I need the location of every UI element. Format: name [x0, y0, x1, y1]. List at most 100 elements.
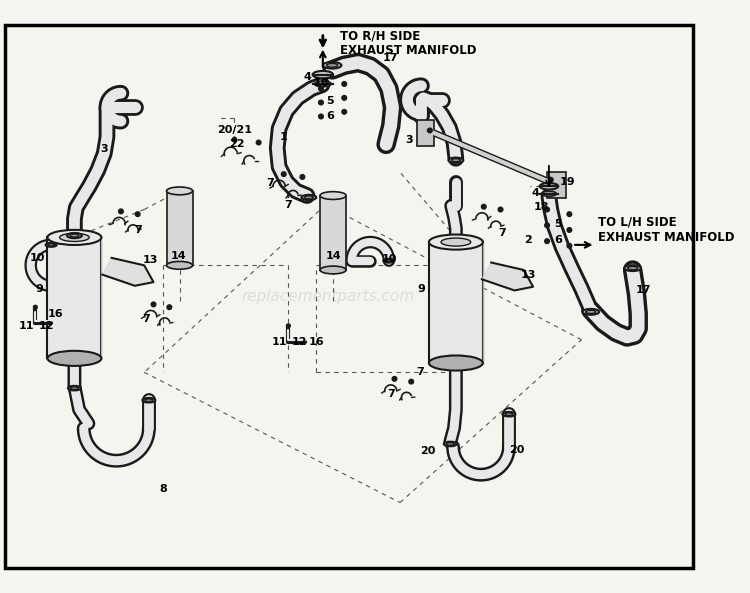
Ellipse shape: [446, 442, 454, 445]
Ellipse shape: [429, 355, 483, 371]
Text: 3: 3: [100, 144, 108, 154]
Text: 7: 7: [142, 314, 150, 324]
Text: 3: 3: [406, 135, 413, 145]
Bar: [166, 191, 193, 265]
Circle shape: [392, 377, 397, 381]
Ellipse shape: [314, 81, 332, 87]
Circle shape: [482, 205, 486, 209]
Ellipse shape: [503, 412, 515, 416]
Text: 14: 14: [326, 251, 341, 261]
Ellipse shape: [320, 192, 346, 199]
Bar: [417, 120, 434, 146]
Ellipse shape: [47, 351, 101, 366]
Polygon shape: [102, 258, 154, 286]
Ellipse shape: [304, 196, 313, 199]
Ellipse shape: [505, 413, 513, 416]
Text: 8: 8: [159, 484, 166, 493]
Text: 20: 20: [509, 445, 524, 455]
Ellipse shape: [320, 266, 346, 274]
Text: 6: 6: [326, 111, 334, 122]
Bar: [47, 237, 101, 358]
Circle shape: [135, 212, 140, 216]
Bar: [547, 173, 566, 198]
Circle shape: [232, 138, 237, 142]
Text: 7: 7: [499, 228, 506, 238]
Text: 4: 4: [303, 72, 311, 82]
Ellipse shape: [322, 62, 341, 69]
Ellipse shape: [383, 259, 394, 263]
Ellipse shape: [313, 71, 333, 78]
Ellipse shape: [145, 399, 153, 401]
Circle shape: [567, 244, 572, 248]
Text: 17: 17: [383, 53, 398, 63]
Circle shape: [319, 100, 323, 105]
Circle shape: [342, 95, 346, 100]
Circle shape: [544, 207, 549, 212]
Ellipse shape: [326, 63, 338, 67]
Text: 11: 11: [272, 337, 286, 347]
Ellipse shape: [59, 234, 89, 241]
Text: 13: 13: [520, 270, 536, 280]
Text: 14: 14: [171, 251, 187, 261]
Ellipse shape: [586, 310, 596, 314]
Ellipse shape: [628, 266, 638, 270]
Ellipse shape: [539, 183, 558, 190]
Circle shape: [544, 223, 549, 228]
Circle shape: [498, 207, 502, 212]
Text: TO R/H SIDE
EXHAUST MANIFOLD: TO R/H SIDE EXHAUST MANIFOLD: [340, 29, 476, 57]
Text: 16: 16: [48, 309, 64, 318]
Text: 19: 19: [560, 177, 575, 187]
Circle shape: [319, 86, 323, 91]
Text: 9: 9: [35, 283, 43, 294]
Bar: [429, 242, 483, 363]
Text: 7: 7: [387, 389, 394, 398]
Text: 10: 10: [381, 254, 397, 264]
Text: 4: 4: [531, 188, 539, 198]
Ellipse shape: [452, 159, 460, 162]
Ellipse shape: [48, 244, 55, 246]
Text: 5: 5: [554, 219, 562, 229]
Text: 13: 13: [143, 255, 158, 264]
Text: 12: 12: [292, 337, 308, 347]
Text: 5: 5: [326, 95, 334, 106]
Text: 18: 18: [534, 202, 549, 212]
Ellipse shape: [68, 386, 81, 390]
Text: 7: 7: [266, 178, 274, 189]
Ellipse shape: [624, 265, 641, 271]
Text: 22: 22: [230, 139, 245, 149]
Text: 10: 10: [29, 253, 45, 263]
Ellipse shape: [429, 234, 483, 250]
Text: 7: 7: [284, 200, 292, 210]
Circle shape: [286, 324, 290, 328]
Text: 9: 9: [418, 283, 425, 294]
Circle shape: [567, 228, 572, 232]
Circle shape: [567, 212, 572, 216]
Text: 2: 2: [524, 235, 532, 246]
Text: 18: 18: [314, 78, 328, 88]
Bar: [320, 196, 346, 270]
Ellipse shape: [166, 262, 193, 269]
Ellipse shape: [47, 230, 101, 245]
Ellipse shape: [166, 187, 193, 195]
Ellipse shape: [67, 233, 82, 238]
Circle shape: [152, 302, 156, 307]
Ellipse shape: [583, 309, 599, 315]
Circle shape: [167, 305, 172, 310]
Text: 7: 7: [417, 367, 424, 377]
Circle shape: [281, 172, 286, 177]
Circle shape: [300, 174, 304, 179]
Circle shape: [319, 114, 323, 119]
Text: 20/21: 20/21: [217, 126, 252, 135]
Text: 16: 16: [308, 337, 324, 347]
Text: 11: 11: [18, 321, 34, 331]
Ellipse shape: [70, 234, 79, 237]
Circle shape: [118, 209, 123, 213]
Circle shape: [34, 305, 38, 309]
Circle shape: [342, 82, 346, 86]
Ellipse shape: [386, 260, 392, 262]
Ellipse shape: [441, 238, 471, 246]
Text: 1: 1: [280, 132, 288, 142]
Ellipse shape: [542, 191, 556, 196]
Ellipse shape: [444, 442, 457, 447]
Ellipse shape: [302, 195, 316, 200]
